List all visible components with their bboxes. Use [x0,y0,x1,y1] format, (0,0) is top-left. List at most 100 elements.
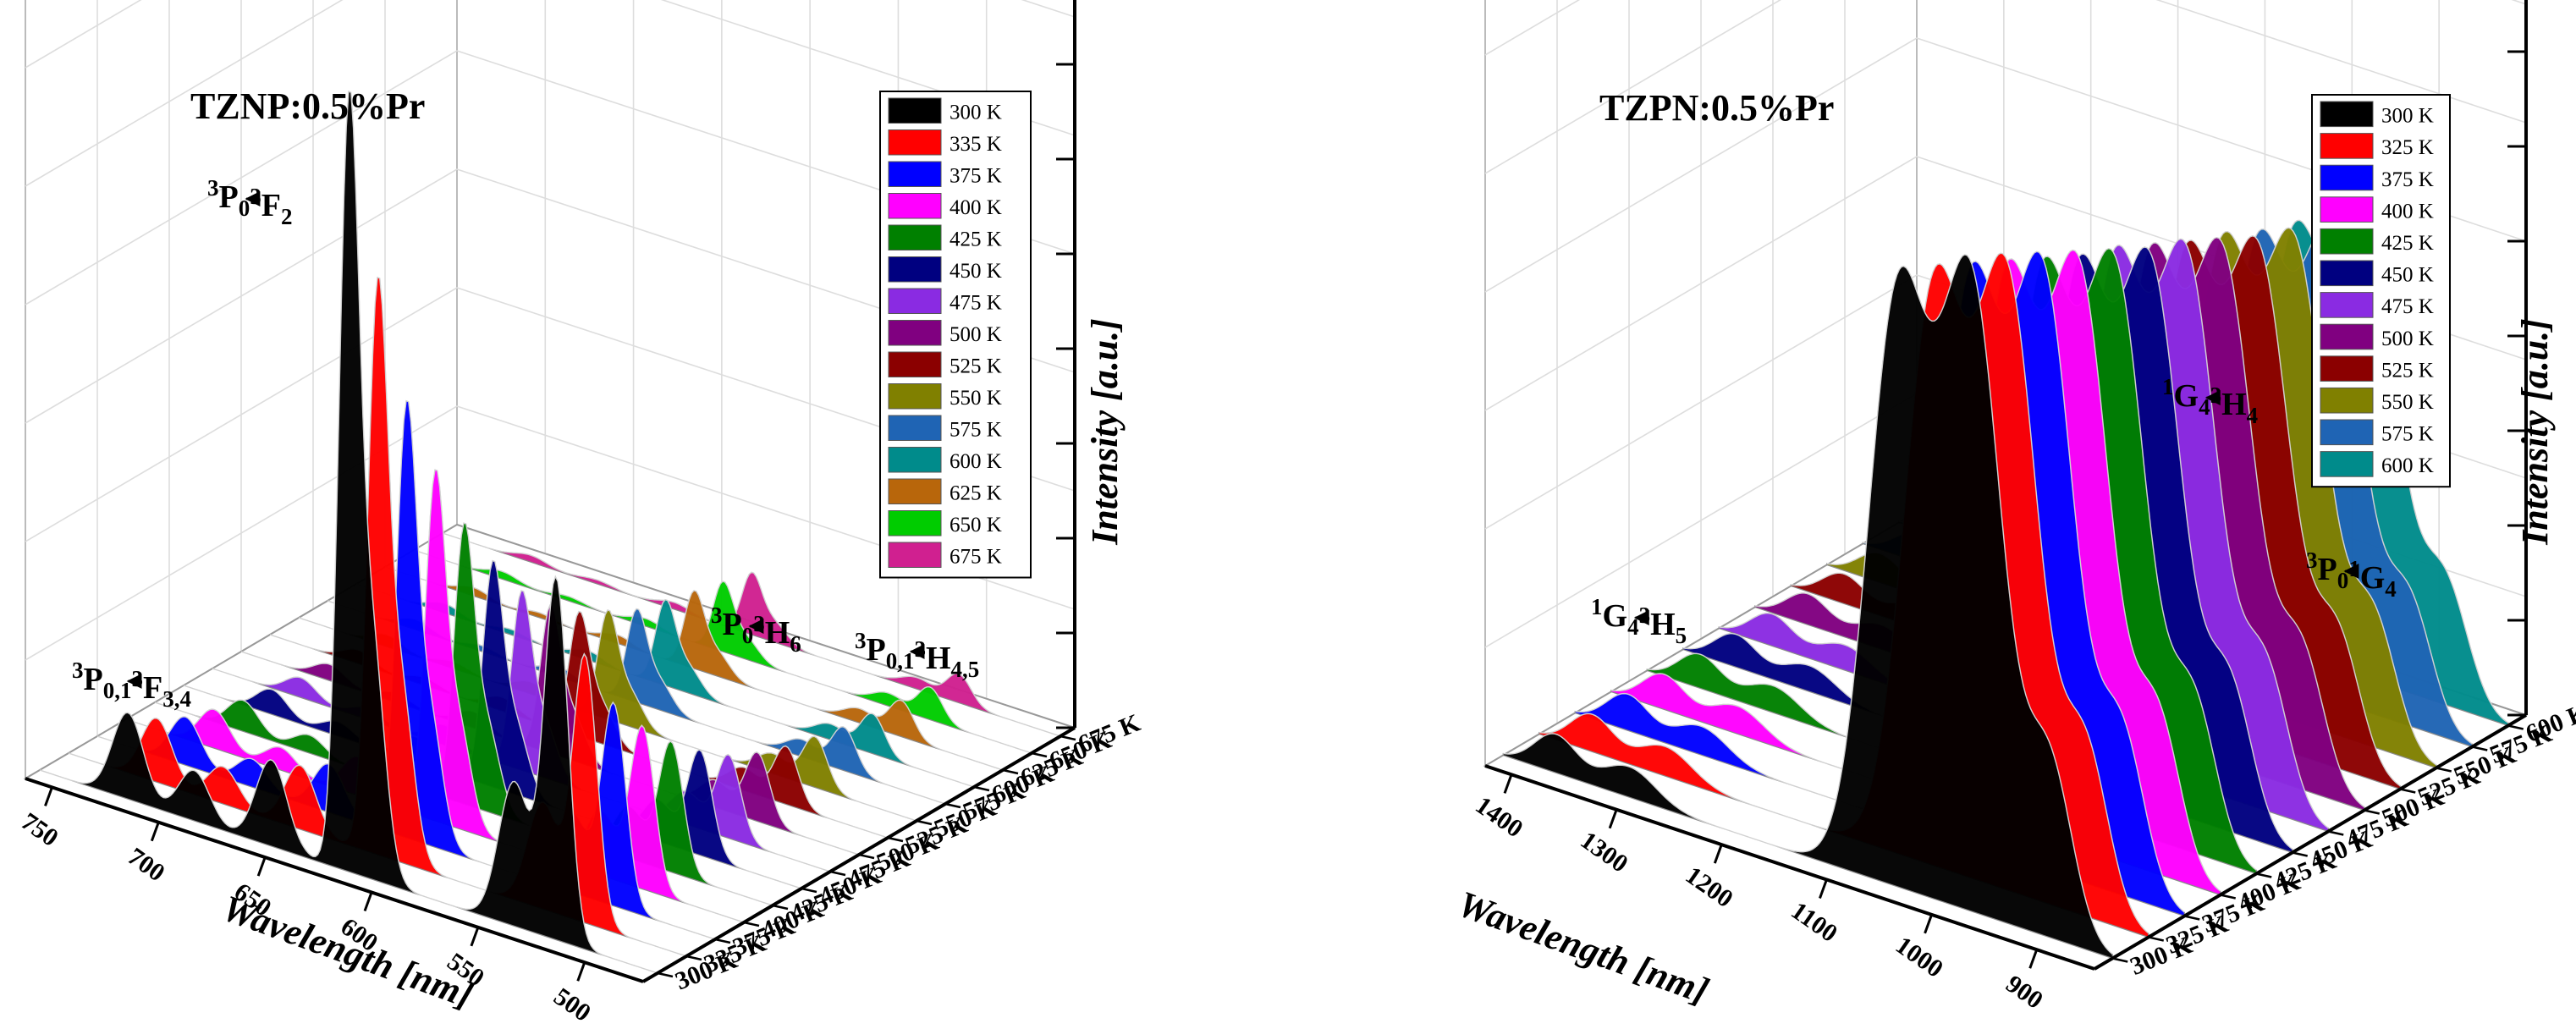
legend-swatch [888,193,942,219]
lower-level-j: 3,4 [162,686,191,712]
upper-level-j: 0,1 [103,678,132,703]
legend-label: 375 K [949,165,1002,188]
legend-swatch [888,161,942,187]
lower-level-j: 4,5 [951,657,980,682]
legend-label: 500 K [949,323,1002,346]
legend-swatch [2320,451,2374,477]
y-axis-label: Intensity [a.u.] [1084,318,1126,546]
spectrum-edge [39,90,658,974]
z-tick [2148,936,2165,942]
legend-swatch [2320,260,2374,287]
x-tick [576,961,586,982]
legend-label: 335 K [949,133,1002,156]
z-tick [714,938,731,944]
spectrum-edge [96,399,716,940]
x-tick [1819,878,1828,899]
x-tick-label: 1000 [1891,931,1948,982]
legend-swatch [888,320,942,346]
x-tick-label: 1100 [1786,896,1843,948]
legend-swatch [2320,292,2374,318]
x-axis [1484,764,2095,971]
x-axis [25,777,644,983]
spectrum-edge [125,469,745,923]
legend-label: 400 K [949,196,1002,219]
legend-label: 325 K [2381,136,2434,159]
x-tick [1713,844,1723,864]
lower-level-term: H [926,641,951,676]
lower-level-j: 6 [790,631,801,657]
legend-swatch [888,129,942,156]
legend-swatch [888,224,942,250]
legend-swatch [888,415,942,441]
upper-level-mult: 3 [855,628,867,653]
legend-label: 600 K [2381,454,2434,477]
y-axis-label: Intensity [a.u.] [2514,318,2556,546]
z-tick [916,819,933,826]
z-tick [2364,809,2381,815]
legend-swatch [2320,387,2374,414]
x-tick [2028,949,2039,969]
legend: 300 K 335 K 375 K 400 K 425 K 450 K 475 K 500 K… [879,91,1032,579]
legend-swatch [2320,196,2374,223]
lower-level-mult: 3 [914,636,926,662]
z-tick [657,971,674,978]
legend-label: 500 K [2381,327,2434,350]
x-tick-label: 500 [548,982,596,1025]
spectrum-edge [154,522,773,906]
legend-swatch [2320,228,2374,255]
legend-label: 675 K [949,546,1002,569]
upper-level-term: G [2174,378,2199,414]
transition-label: 3P01G4 [2306,548,2397,602]
x-tick-label: 1200 [1681,861,1738,913]
upper-level-term: P [723,607,742,642]
panel-tzpn: 1400 1300 1200 1100 1000 900 300 K 325 K 375 K 40… [1453,0,2576,1015]
z-tick [772,904,789,911]
legend-swatch [2320,164,2374,191]
legend-swatch [2320,133,2374,159]
lower-level-j: 2 [281,204,293,229]
legend-label: 450 K [949,260,1002,283]
upper-level-term: P [867,632,886,668]
legend-swatch [888,351,942,377]
legend-label: 575 K [949,419,1002,442]
legend-label: 400 K [2381,200,2434,223]
x-axis-label: Wavelength [nm] [1453,883,1715,1011]
upper-level-mult: 3 [72,658,84,683]
z-tick [2220,894,2237,900]
legend-swatch [888,288,942,314]
transition-label: 1G43H4 [2162,374,2258,428]
z-tick [685,955,702,961]
legend-swatch [2320,419,2374,446]
legend-label: 300 K [949,102,1002,124]
transition-label: 3P03F2 [207,175,292,229]
lower-level-j: 4 [2247,403,2259,428]
legend-swatch [888,383,942,410]
z-tick [2327,830,2344,836]
upper-level-j: 0,1 [886,648,915,674]
legend-label: 425 K [2381,232,2434,255]
legend-swatch [888,510,942,537]
lower-level-term: F [261,188,281,223]
x-tick-label: 1400 [1470,791,1527,843]
legend-label: 375 K [2381,168,2434,191]
legend-label: 550 K [2381,391,2434,414]
legend: 300 K 325 K 375 K 400 K 425 K 450 K 475 K 500 K… [2311,94,2451,488]
z-tick [2507,724,2524,730]
x-tick-label: 750 [16,807,63,852]
z-tick [2436,767,2452,773]
lower-level-term: F [143,670,162,706]
x-tick [1608,809,1618,829]
lower-level-term: G [2360,560,2386,596]
upper-level-term: G [1603,598,1628,634]
legend-swatch [888,542,942,568]
z-tick [2111,957,2128,963]
legend-swatch [2320,355,2374,382]
legend-swatch [888,256,942,283]
z-tick [944,802,961,809]
spectrum-edge [1503,254,2113,955]
legend-label: 525 K [2381,359,2434,382]
